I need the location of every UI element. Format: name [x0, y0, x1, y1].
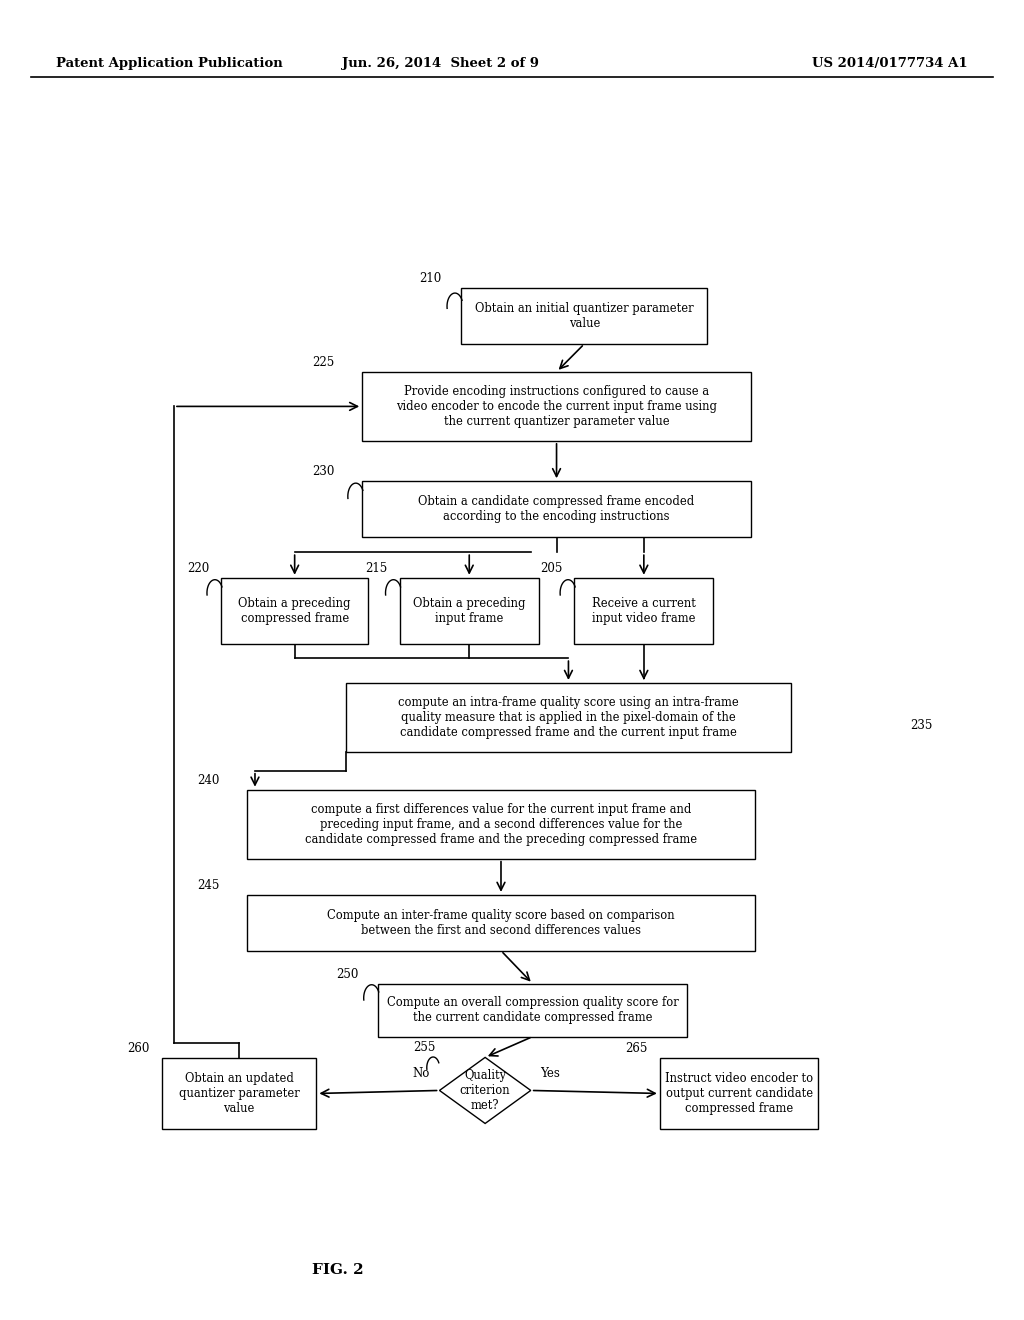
Text: Yes: Yes — [541, 1068, 560, 1080]
Text: 205: 205 — [540, 561, 562, 574]
FancyBboxPatch shape — [247, 789, 755, 859]
Text: Quality
criterion
met?: Quality criterion met? — [460, 1069, 510, 1111]
Text: 230: 230 — [312, 465, 334, 478]
Text: Obtain a candidate compressed frame encoded
according to the encoding instructio: Obtain a candidate compressed frame enco… — [419, 495, 694, 523]
Text: 220: 220 — [187, 561, 209, 574]
Text: compute an intra-frame quality score using an intra-frame
quality measure that i: compute an intra-frame quality score usi… — [398, 696, 739, 739]
Text: Obtain an initial quantizer parameter
value: Obtain an initial quantizer parameter va… — [475, 302, 693, 330]
Text: Jun. 26, 2014  Sheet 2 of 9: Jun. 26, 2014 Sheet 2 of 9 — [342, 57, 539, 70]
Text: Compute an overall compression quality score for
the current candidate compresse: Compute an overall compression quality s… — [387, 997, 679, 1024]
Text: Provide encoding instructions configured to cause a
video encoder to encode the : Provide encoding instructions configured… — [396, 385, 717, 428]
Text: Obtain a preceding
input frame: Obtain a preceding input frame — [413, 597, 525, 624]
Text: US 2014/0177734 A1: US 2014/0177734 A1 — [812, 57, 968, 70]
FancyBboxPatch shape — [162, 1057, 316, 1129]
FancyBboxPatch shape — [574, 578, 714, 644]
Text: 250: 250 — [336, 968, 358, 981]
Text: 245: 245 — [197, 879, 219, 892]
Text: No: No — [413, 1068, 430, 1080]
Polygon shape — [439, 1057, 530, 1123]
Text: Obtain an updated
quantizer parameter
value: Obtain an updated quantizer parameter va… — [179, 1072, 299, 1115]
Text: Receive a current
input video frame: Receive a current input video frame — [592, 597, 695, 624]
Text: 255: 255 — [413, 1041, 435, 1055]
FancyBboxPatch shape — [346, 682, 791, 752]
Text: 235: 235 — [909, 718, 932, 731]
Text: 265: 265 — [626, 1041, 648, 1055]
Text: FIG. 2: FIG. 2 — [312, 1263, 364, 1276]
Text: Compute an inter-frame quality score based on comparison
between the first and s: Compute an inter-frame quality score bas… — [328, 908, 675, 937]
Text: 215: 215 — [366, 561, 388, 574]
FancyBboxPatch shape — [659, 1057, 818, 1129]
FancyBboxPatch shape — [362, 372, 751, 441]
Text: 225: 225 — [312, 356, 334, 368]
Text: Instruct video encoder to
output current candidate
compressed frame: Instruct video encoder to output current… — [665, 1072, 813, 1115]
Text: 240: 240 — [197, 774, 219, 787]
Text: compute a first differences value for the current input frame and
preceding inpu: compute a first differences value for th… — [305, 803, 697, 846]
FancyBboxPatch shape — [399, 578, 539, 644]
FancyBboxPatch shape — [221, 578, 368, 644]
Text: 210: 210 — [419, 272, 441, 285]
FancyBboxPatch shape — [247, 895, 755, 950]
Text: Patent Application Publication: Patent Application Publication — [56, 57, 283, 70]
FancyBboxPatch shape — [378, 983, 687, 1036]
Text: 260: 260 — [127, 1041, 150, 1055]
FancyBboxPatch shape — [362, 480, 751, 537]
Text: Obtain a preceding
compressed frame: Obtain a preceding compressed frame — [239, 597, 351, 624]
FancyBboxPatch shape — [461, 288, 708, 345]
